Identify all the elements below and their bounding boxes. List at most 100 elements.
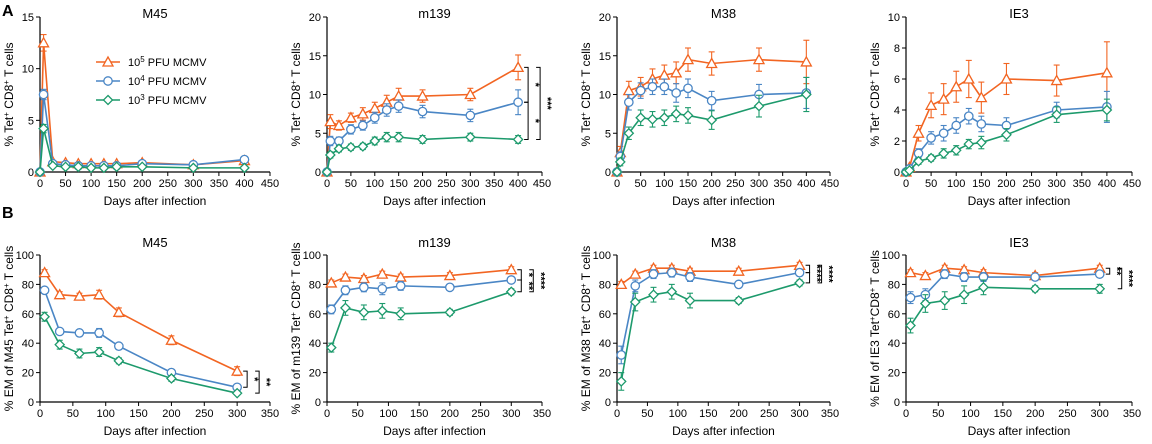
data-point-mid bbox=[381, 105, 392, 115]
x-tick-label: 100 bbox=[366, 178, 384, 190]
y-tick-label: 80 bbox=[599, 279, 611, 291]
y-tick-label: 10 bbox=[22, 64, 34, 76]
significance-bracket bbox=[1105, 267, 1111, 275]
data-point-high bbox=[73, 289, 86, 301]
data-point-mid bbox=[926, 133, 936, 143]
series-line-high bbox=[620, 264, 800, 286]
data-point-mid bbox=[340, 285, 351, 296]
significance-label: ** bbox=[1111, 267, 1123, 276]
y-tick-label: 8 bbox=[894, 43, 900, 55]
x-tick-label: 300 bbox=[184, 178, 202, 190]
y-axis-label: % EM of M38 Tet+ CD8+ T cells bbox=[579, 246, 594, 411]
y-axis-label: % Tet+ CD8+ T cells bbox=[868, 42, 883, 146]
y-tick-label: 5 bbox=[315, 128, 321, 140]
chart-7: 0 20 40 60 80 100 0 50 100 150 200 250 300 350 M38 Days… bbox=[579, 235, 840, 438]
y-tick-label: 0 bbox=[28, 167, 34, 179]
x-axis-label: Days after infection bbox=[383, 424, 486, 438]
x-tick-label: 0 bbox=[37, 178, 43, 190]
x-tick-label: 250 bbox=[437, 178, 455, 190]
data-point-mid bbox=[94, 328, 104, 338]
x-tick-label: 50 bbox=[345, 178, 357, 190]
y-tick-label: 0 bbox=[605, 167, 611, 179]
data-point-high bbox=[962, 72, 975, 84]
data-point-low bbox=[93, 346, 105, 358]
x-tick-label: 100 bbox=[82, 178, 100, 190]
data-point-low bbox=[369, 135, 381, 147]
data-point-low bbox=[72, 161, 84, 173]
series-line-high bbox=[910, 267, 1100, 277]
x-tick-label: 200 bbox=[997, 178, 1015, 190]
significance-label: *** bbox=[541, 97, 553, 111]
data-point-mid bbox=[685, 272, 695, 282]
series-line-mid bbox=[620, 271, 800, 356]
data-point-mid bbox=[114, 341, 124, 351]
data-point-high bbox=[615, 278, 628, 290]
legend: 105 PFU MCMV 104 PFU MCMV 103 PFU MCMV bbox=[96, 55, 207, 107]
y-axis-label: % EM of M45 Tet+ CD8+ T cells bbox=[2, 246, 17, 411]
x-tick-label: 0 bbox=[903, 178, 909, 190]
x-tick-label: 400 bbox=[509, 178, 527, 190]
y-tick-label: 40 bbox=[599, 338, 611, 350]
data-point-high bbox=[505, 263, 518, 275]
data-point-mid bbox=[623, 97, 634, 108]
y-axis-label: % Tet+ CD8+ T cells bbox=[579, 42, 594, 146]
data-point-mid bbox=[648, 269, 659, 279]
data-point-high bbox=[464, 88, 477, 100]
data-point-low bbox=[753, 100, 765, 112]
data-point-high bbox=[681, 53, 695, 65]
data-point-high bbox=[925, 99, 938, 110]
y-tick-label: 100 bbox=[593, 250, 611, 262]
data-point-high bbox=[112, 305, 125, 317]
chart-title: M45 bbox=[142, 235, 167, 250]
x-tick-label: 350 bbox=[533, 408, 551, 420]
y-tick-label: 20 bbox=[309, 368, 321, 380]
chart-title: m139 bbox=[418, 6, 451, 21]
data-point-low bbox=[464, 131, 476, 143]
x-tick-label: 50 bbox=[641, 408, 653, 420]
y-tick-label: 0 bbox=[315, 397, 321, 409]
y-tick-label: 15 bbox=[309, 51, 321, 63]
data-point-high bbox=[325, 276, 338, 288]
y-tick-label: 5 bbox=[605, 128, 611, 140]
significance-label: * bbox=[529, 119, 541, 124]
data-point-high bbox=[732, 264, 745, 276]
x-tick-label: 350 bbox=[821, 408, 839, 420]
x-tick-label: 50 bbox=[352, 408, 364, 420]
data-point-high bbox=[800, 55, 813, 67]
x-tick-label: 400 bbox=[235, 178, 253, 190]
x-tick-label: 100 bbox=[97, 408, 115, 420]
data-point-low bbox=[113, 355, 125, 367]
data-point-mid bbox=[905, 292, 916, 303]
y-tick-label: 20 bbox=[599, 368, 611, 380]
data-point-low bbox=[635, 112, 647, 124]
y-tick-label: 60 bbox=[599, 309, 611, 321]
data-point-high bbox=[1000, 72, 1013, 84]
data-point-low bbox=[357, 141, 369, 152]
x-tick-label: 200 bbox=[730, 408, 748, 420]
x-tick-label: 150 bbox=[972, 178, 990, 190]
data-point-low bbox=[324, 149, 336, 161]
data-point-low bbox=[1029, 283, 1041, 295]
series-line-high bbox=[330, 268, 512, 284]
significance-bracket bbox=[524, 101, 529, 140]
data-point-low bbox=[975, 137, 987, 148]
data-point-low bbox=[47, 160, 59, 172]
chart-title: M38 bbox=[711, 6, 736, 21]
x-tick-label: 200 bbox=[413, 178, 431, 190]
x-tick-label: 0 bbox=[614, 178, 620, 190]
x-tick-label: 150 bbox=[679, 178, 697, 190]
y-tick-label: 100 bbox=[303, 250, 321, 262]
data-point-high bbox=[912, 126, 925, 138]
significance-bracket bbox=[255, 370, 260, 394]
x-tick-label: 400 bbox=[797, 178, 815, 190]
series-line-low bbox=[330, 290, 512, 348]
data-point-low bbox=[963, 138, 975, 150]
data-point-low bbox=[733, 295, 745, 306]
y-tick-label: 60 bbox=[888, 309, 900, 321]
x-tick-label: 300 bbox=[1047, 178, 1065, 190]
data-point-high bbox=[93, 288, 106, 300]
data-point-low bbox=[905, 320, 916, 331]
